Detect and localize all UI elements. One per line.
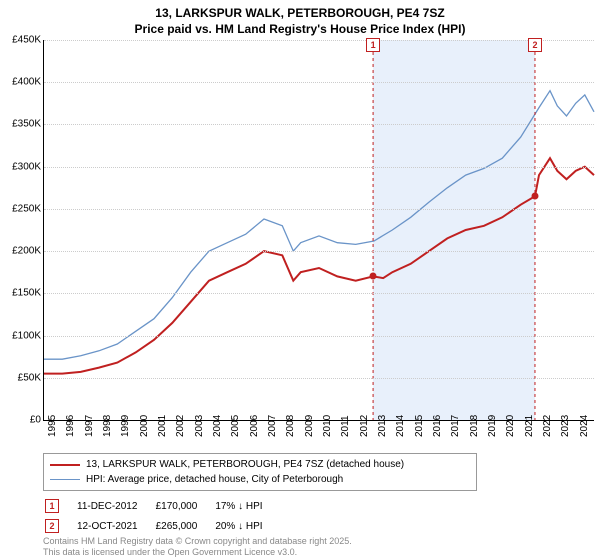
legend-swatch-blue xyxy=(50,479,80,480)
footer-line1: Contains HM Land Registry data © Crown c… xyxy=(43,536,352,547)
event-date: 11-DEC-2012 xyxy=(77,497,154,515)
gridline xyxy=(44,251,594,252)
event-delta: 17% ↓ HPI xyxy=(215,497,278,515)
sale-marker-box: 2 xyxy=(528,38,542,52)
events-table: 1 11-DEC-2012£170,00017% ↓ HPI 2 12-OCT-202… xyxy=(43,495,281,537)
x-tick-label: 1995 xyxy=(47,407,58,437)
y-tick-label: £50K xyxy=(1,372,41,383)
event-row: 1 11-DEC-2012£170,00017% ↓ HPI xyxy=(45,497,279,515)
x-tick-label: 2023 xyxy=(560,407,571,437)
x-tick-label: 2017 xyxy=(450,407,461,437)
x-tick-label: 2014 xyxy=(395,407,406,437)
series-price_paid xyxy=(44,158,594,373)
event-date: 12-OCT-2021 xyxy=(77,517,154,535)
sale-point xyxy=(370,273,377,280)
x-tick-label: 2002 xyxy=(175,407,186,437)
y-tick-label: £0 xyxy=(1,415,41,426)
x-tick-label: 2015 xyxy=(414,407,425,437)
x-tick-label: 2006 xyxy=(249,407,260,437)
legend-row-hpi: HPI: Average price, detached house, City… xyxy=(50,472,470,487)
x-tick-label: 2005 xyxy=(230,407,241,437)
x-tick-label: 1999 xyxy=(120,407,131,437)
footer-attribution: Contains HM Land Registry data © Crown c… xyxy=(43,536,352,558)
gridline xyxy=(44,124,594,125)
y-tick-label: £300K xyxy=(1,161,41,172)
x-tick-label: 2018 xyxy=(469,407,480,437)
x-tick-label: 2011 xyxy=(340,407,351,437)
y-tick-label: £350K xyxy=(1,119,41,130)
legend-label-hpi: HPI: Average price, detached house, City… xyxy=(86,472,343,487)
gridline xyxy=(44,82,594,83)
event-price: £170,000 xyxy=(156,497,214,515)
gridline xyxy=(44,293,594,294)
chart-title: 13, LARKSPUR WALK, PETERBOROUGH, PE4 7SZ… xyxy=(0,0,600,37)
y-tick-label: £150K xyxy=(1,288,41,299)
y-tick-label: £200K xyxy=(1,246,41,257)
series-hpi xyxy=(44,91,594,360)
y-tick-label: £100K xyxy=(1,330,41,341)
sale-marker-box: 1 xyxy=(366,38,380,52)
y-tick-label: £250K xyxy=(1,203,41,214)
y-tick-label: £400K xyxy=(1,77,41,88)
x-tick-label: 2020 xyxy=(505,407,516,437)
gridline xyxy=(44,378,594,379)
y-tick-label: £450K xyxy=(1,35,41,46)
gridline xyxy=(44,40,594,41)
legend-row-price: 13, LARKSPUR WALK, PETERBOROUGH, PE4 7SZ… xyxy=(50,457,470,472)
x-tick-label: 2019 xyxy=(487,407,498,437)
x-tick-label: 1997 xyxy=(84,407,95,437)
x-tick-label: 2004 xyxy=(212,407,223,437)
legend-box: 13, LARKSPUR WALK, PETERBOROUGH, PE4 7SZ… xyxy=(43,453,477,491)
event-delta: 20% ↓ HPI xyxy=(215,517,278,535)
x-tick-label: 2010 xyxy=(322,407,333,437)
event-price: £265,000 xyxy=(156,517,214,535)
gridline xyxy=(44,336,594,337)
x-tick-label: 1996 xyxy=(65,407,76,437)
x-tick-label: 2012 xyxy=(359,407,370,437)
x-tick-label: 2000 xyxy=(139,407,150,437)
x-tick-label: 2016 xyxy=(432,407,443,437)
x-tick-label: 2008 xyxy=(285,407,296,437)
x-tick-label: 1998 xyxy=(102,407,113,437)
x-tick-label: 2003 xyxy=(194,407,205,437)
gridline xyxy=(44,167,594,168)
x-tick-label: 2013 xyxy=(377,407,388,437)
title-line2: Price paid vs. HM Land Registry's House … xyxy=(0,22,600,38)
plot-area: £0£50K£100K£150K£200K£250K£300K£350K£400… xyxy=(43,40,594,421)
x-tick-label: 2007 xyxy=(267,407,278,437)
gridline xyxy=(44,209,594,210)
chart-container: 13, LARKSPUR WALK, PETERBOROUGH, PE4 7SZ… xyxy=(0,0,600,560)
x-tick-label: 2021 xyxy=(524,407,535,437)
x-tick-label: 2024 xyxy=(579,407,590,437)
x-tick-label: 2022 xyxy=(542,407,553,437)
x-tick-label: 2001 xyxy=(157,407,168,437)
legend-label-price: 13, LARKSPUR WALK, PETERBOROUGH, PE4 7SZ… xyxy=(86,457,404,472)
event-marker: 2 xyxy=(45,519,59,533)
footer-line2: This data is licensed under the Open Gov… xyxy=(43,547,352,558)
title-line1: 13, LARKSPUR WALK, PETERBOROUGH, PE4 7SZ xyxy=(0,6,600,22)
event-marker: 1 xyxy=(45,499,59,513)
line-layer xyxy=(44,40,594,420)
x-tick-label: 2009 xyxy=(304,407,315,437)
sale-point xyxy=(531,193,538,200)
event-row: 2 12-OCT-2021£265,00020% ↓ HPI xyxy=(45,517,279,535)
legend-swatch-red xyxy=(50,464,80,466)
